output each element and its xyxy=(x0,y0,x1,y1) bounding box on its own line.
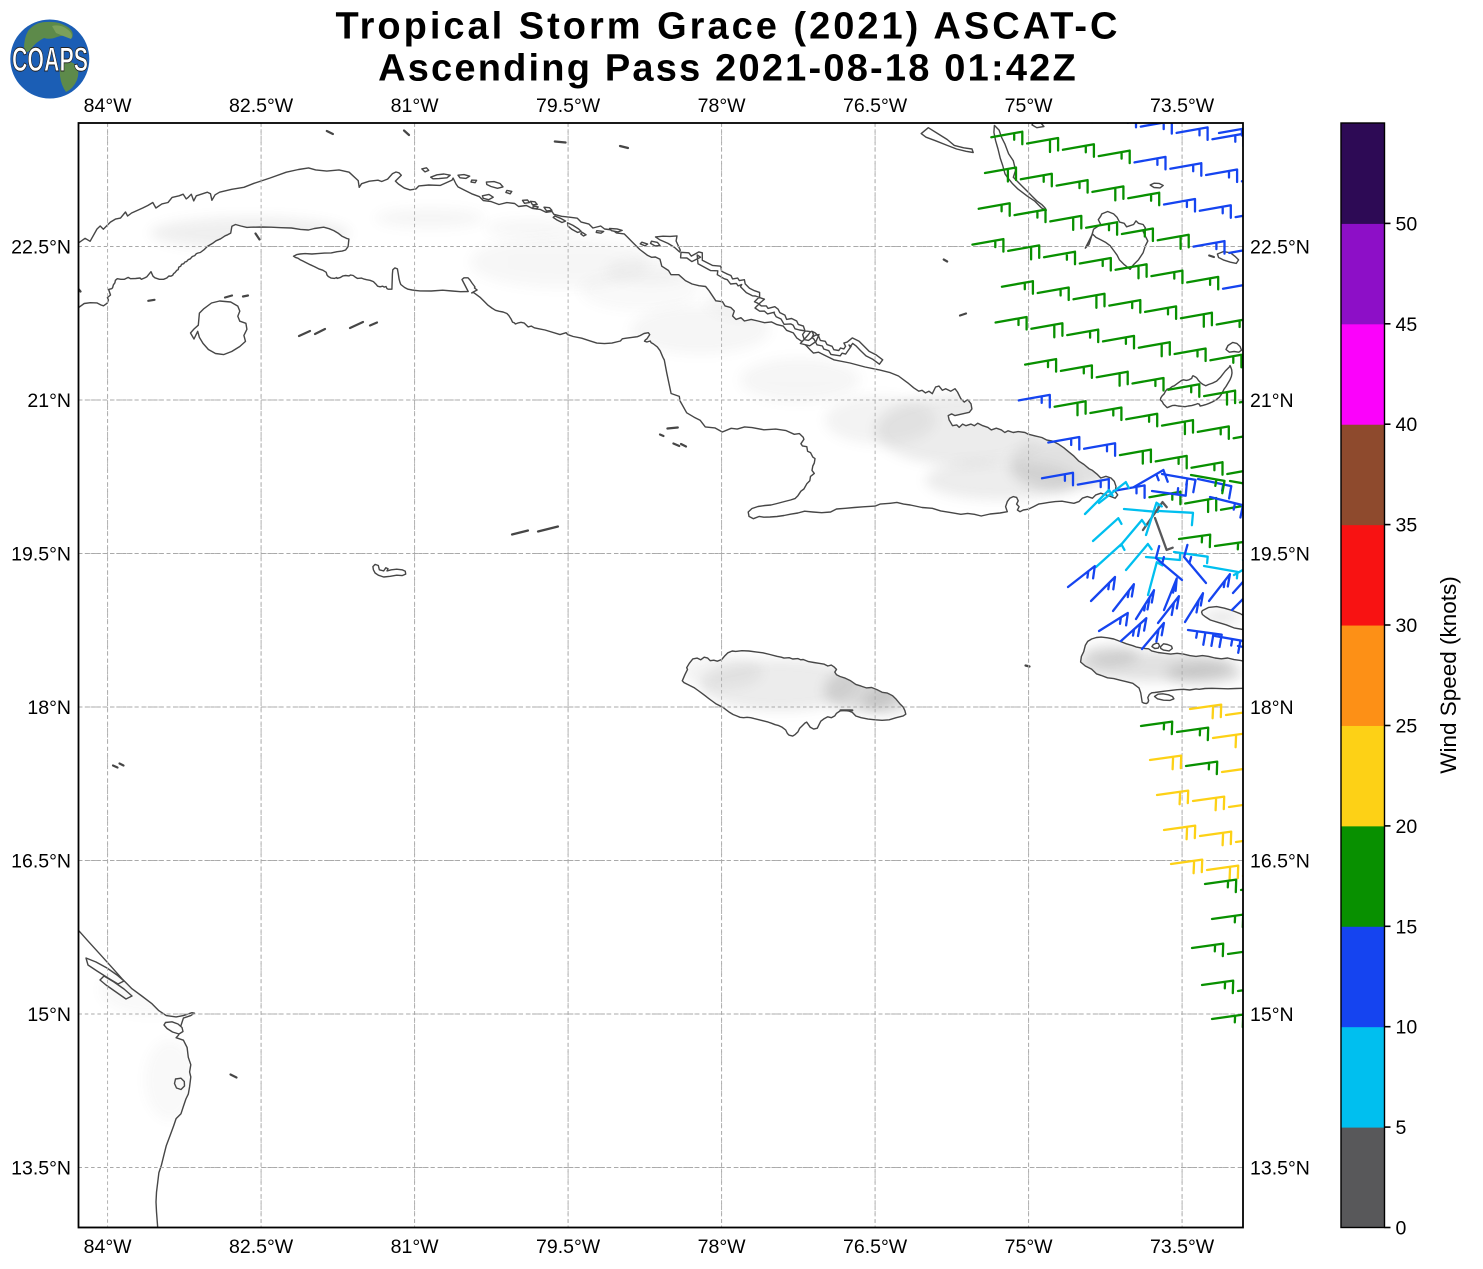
svg-text:0: 0 xyxy=(1396,1218,1407,1240)
svg-text:76.5°W: 76.5°W xyxy=(843,95,908,117)
svg-text:13.5°N: 13.5°N xyxy=(11,1158,71,1180)
svg-text:16.5°N: 16.5°N xyxy=(1250,851,1310,873)
svg-text:73.5°W: 73.5°W xyxy=(1150,1236,1215,1258)
svg-text:22.5°N: 22.5°N xyxy=(11,237,71,259)
svg-text:21°N: 21°N xyxy=(27,390,71,412)
svg-text:13.5°N: 13.5°N xyxy=(1250,1158,1310,1180)
svg-text:Wind Speed (knots): Wind Speed (knots) xyxy=(1436,576,1461,774)
svg-text:78°W: 78°W xyxy=(698,95,746,117)
svg-text:82.5°W: 82.5°W xyxy=(229,1236,294,1258)
svg-text:75°W: 75°W xyxy=(1005,95,1053,117)
svg-text:76.5°W: 76.5°W xyxy=(843,1236,908,1258)
svg-text:50: 50 xyxy=(1396,213,1418,235)
svg-text:19.5°N: 19.5°N xyxy=(1250,544,1310,566)
svg-text:81°W: 81°W xyxy=(391,1236,439,1258)
svg-text:18°N: 18°N xyxy=(27,697,71,719)
svg-text:84°W: 84°W xyxy=(84,95,132,117)
svg-text:15: 15 xyxy=(1396,916,1418,938)
svg-text:81°W: 81°W xyxy=(391,95,439,117)
svg-text:84°W: 84°W xyxy=(84,1236,132,1258)
svg-text:21°N: 21°N xyxy=(1250,390,1294,412)
svg-text:COAPS: COAPS xyxy=(12,41,88,79)
svg-text:10: 10 xyxy=(1396,1017,1418,1039)
svg-text:79.5°W: 79.5°W xyxy=(536,95,601,117)
svg-text:82.5°W: 82.5°W xyxy=(229,95,294,117)
svg-text:73.5°W: 73.5°W xyxy=(1150,95,1215,117)
svg-text:16.5°N: 16.5°N xyxy=(11,851,71,873)
svg-text:78°W: 78°W xyxy=(698,1236,746,1258)
svg-text:25: 25 xyxy=(1396,716,1418,738)
svg-text:Tropical Storm Grace (2021) AS: Tropical Storm Grace (2021) ASCAT-C xyxy=(336,6,1121,48)
svg-text:35: 35 xyxy=(1396,515,1418,537)
svg-text:Ascending Pass 2021-08-18 01:4: Ascending Pass 2021-08-18 01:42Z xyxy=(378,48,1078,90)
svg-text:45: 45 xyxy=(1396,314,1418,336)
svg-text:15°N: 15°N xyxy=(1250,1004,1294,1026)
svg-text:79.5°W: 79.5°W xyxy=(536,1236,601,1258)
svg-text:30: 30 xyxy=(1396,615,1418,637)
svg-text:18°N: 18°N xyxy=(1250,697,1294,719)
svg-text:5: 5 xyxy=(1396,1117,1407,1139)
svg-text:15°N: 15°N xyxy=(27,1004,71,1026)
svg-text:19.5°N: 19.5°N xyxy=(11,544,71,566)
svg-text:22.5°N: 22.5°N xyxy=(1250,237,1310,259)
svg-text:75°W: 75°W xyxy=(1005,1236,1053,1258)
svg-text:20: 20 xyxy=(1396,816,1418,838)
svg-text:40: 40 xyxy=(1396,414,1418,436)
